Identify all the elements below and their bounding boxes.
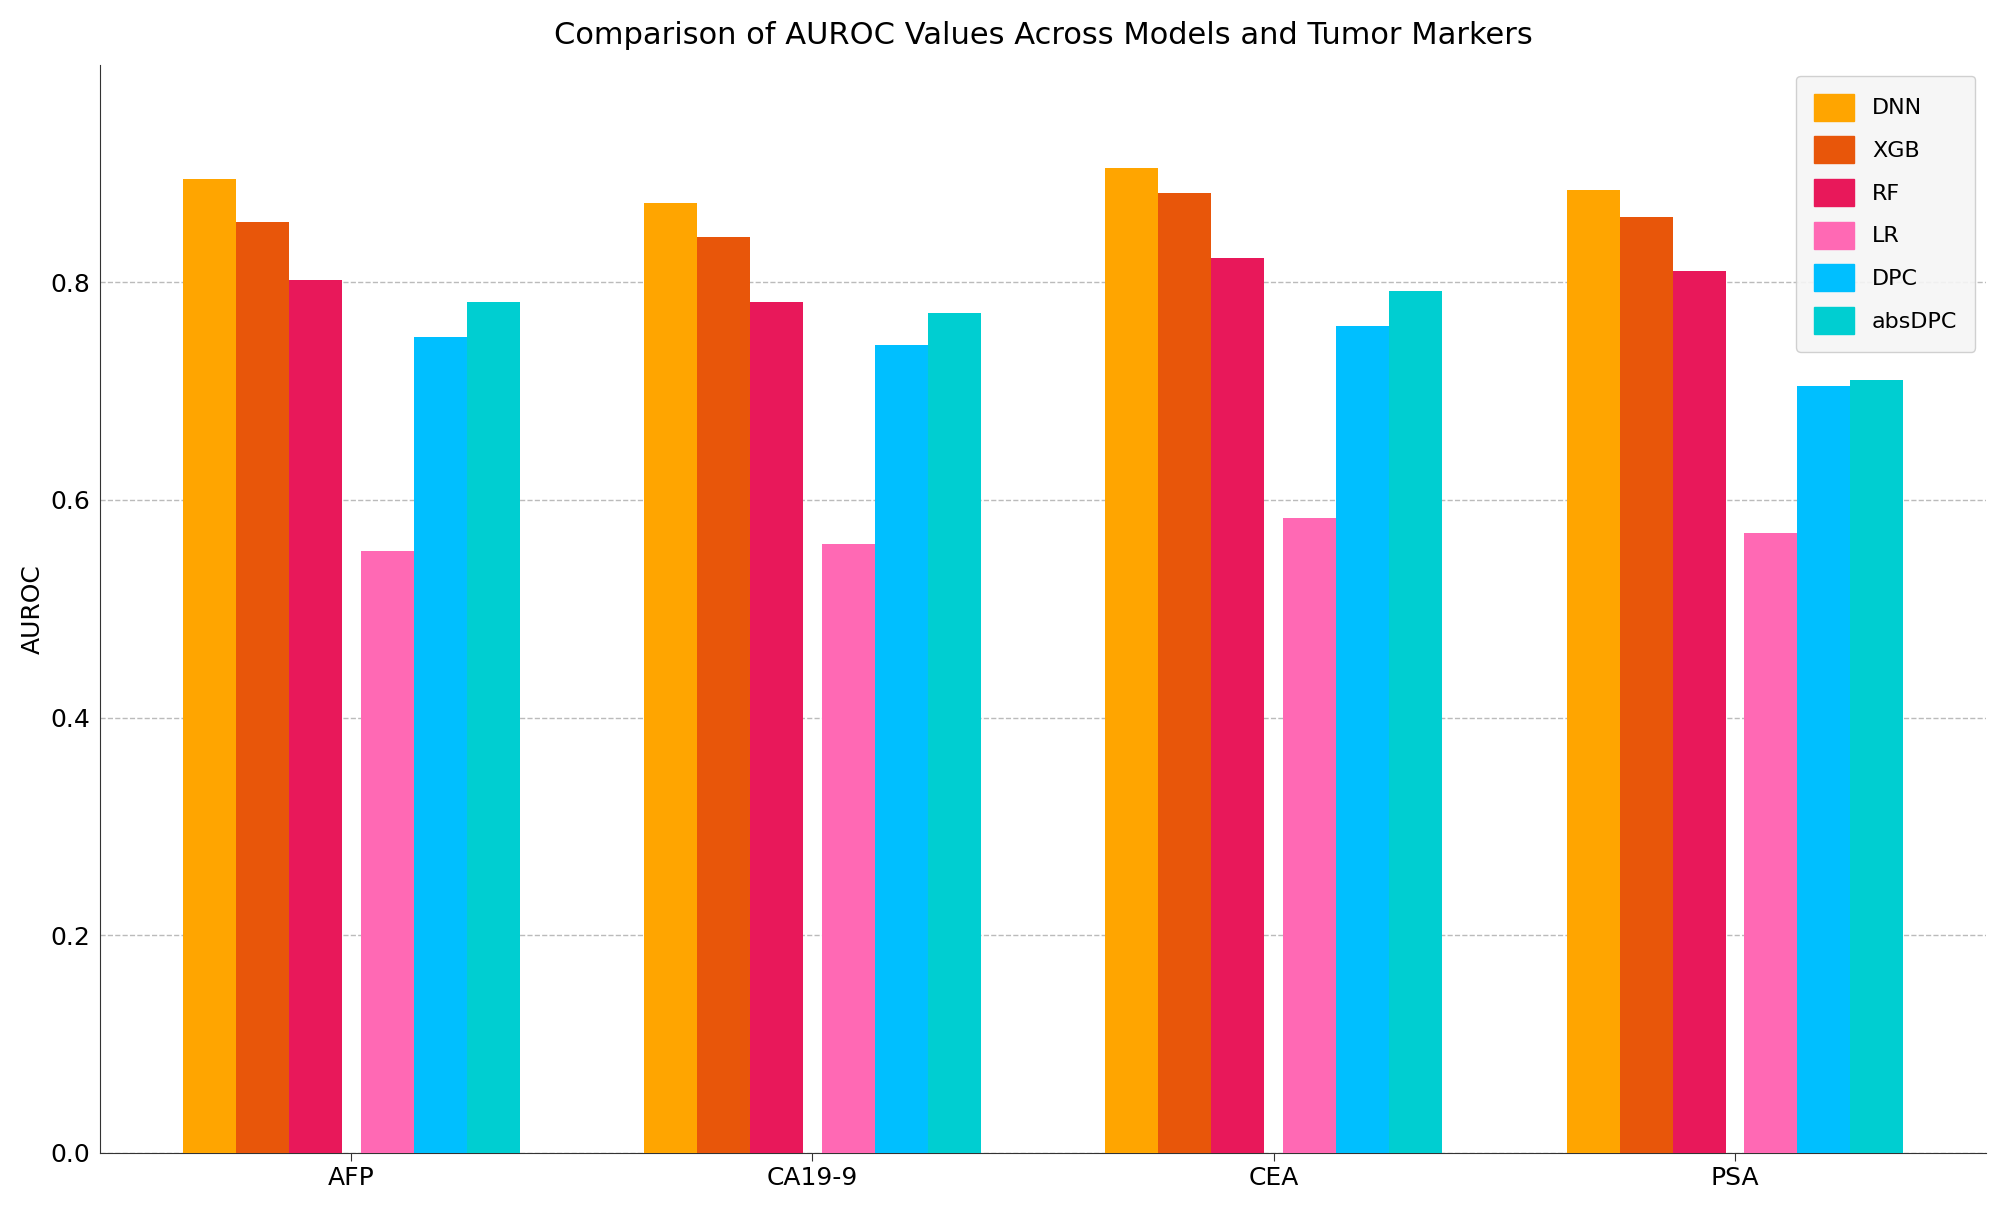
Bar bbox=[751, 302, 803, 1153]
Title: Comparison of AUROC Values Across Models and Tumor Markers: Comparison of AUROC Values Across Models… bbox=[554, 21, 1533, 50]
Bar bbox=[644, 203, 696, 1153]
Bar bbox=[1567, 190, 1620, 1153]
Bar bbox=[1672, 271, 1726, 1153]
Bar bbox=[927, 312, 981, 1153]
Bar bbox=[696, 236, 751, 1153]
Bar bbox=[289, 280, 341, 1153]
Bar bbox=[1106, 168, 1158, 1153]
Bar bbox=[361, 551, 413, 1153]
Bar bbox=[1158, 193, 1212, 1153]
Bar bbox=[413, 337, 466, 1153]
Bar bbox=[1212, 258, 1264, 1153]
Bar bbox=[1389, 291, 1441, 1153]
Bar bbox=[183, 179, 237, 1153]
Bar bbox=[1620, 217, 1672, 1153]
Y-axis label: AUROC: AUROC bbox=[20, 564, 44, 654]
Bar bbox=[1337, 326, 1389, 1153]
Bar bbox=[1796, 386, 1850, 1153]
Bar bbox=[1282, 518, 1337, 1153]
Bar bbox=[821, 544, 875, 1153]
Bar bbox=[466, 302, 520, 1153]
Legend: DNN, XGB, RF, LR, DPC, absDPC: DNN, XGB, RF, LR, DPC, absDPC bbox=[1796, 76, 1975, 351]
Bar bbox=[875, 345, 927, 1153]
Bar bbox=[237, 223, 289, 1153]
Bar bbox=[1744, 533, 1796, 1153]
Bar bbox=[1850, 380, 1903, 1153]
